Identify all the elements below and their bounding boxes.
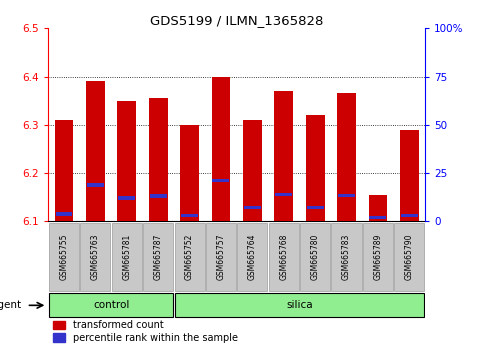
Bar [150,194,167,198]
Text: GSM665783: GSM665783 [342,233,351,280]
FancyBboxPatch shape [300,223,330,291]
Text: GSM665787: GSM665787 [154,233,163,280]
Bar [307,206,324,210]
Bar [306,115,325,221]
Bar [338,194,355,198]
Text: GSM665764: GSM665764 [248,233,257,280]
Title: GDS5199 / ILMN_1365828: GDS5199 / ILMN_1365828 [150,14,323,27]
Bar [401,214,418,217]
Text: GSM665752: GSM665752 [185,233,194,280]
FancyBboxPatch shape [363,223,393,291]
Bar [337,93,356,221]
Legend: transformed count, percentile rank within the sample: transformed count, percentile rank withi… [53,320,238,343]
Bar [243,120,262,221]
Bar [275,193,292,196]
Bar [56,212,72,216]
FancyBboxPatch shape [112,223,142,291]
FancyBboxPatch shape [269,223,299,291]
Bar [181,214,198,217]
Text: silica: silica [286,300,313,310]
FancyBboxPatch shape [174,293,425,317]
Bar [118,196,135,200]
Bar [86,81,105,221]
Bar [213,178,229,182]
FancyBboxPatch shape [174,223,205,291]
Text: GSM665780: GSM665780 [311,233,320,280]
Text: GSM665757: GSM665757 [216,233,226,280]
Text: GSM665789: GSM665789 [373,233,383,280]
Bar [274,91,293,221]
Text: control: control [93,300,129,310]
Bar [87,183,104,187]
Text: GSM665763: GSM665763 [91,233,100,280]
Bar [55,120,73,221]
FancyBboxPatch shape [394,223,425,291]
Bar [180,125,199,221]
Bar [400,130,419,221]
FancyBboxPatch shape [331,223,362,291]
Bar [369,195,387,221]
Bar [369,216,386,219]
Text: agent: agent [0,300,22,310]
FancyBboxPatch shape [49,293,173,317]
Bar [212,76,230,221]
Bar [149,98,168,221]
Text: GSM665768: GSM665768 [279,233,288,280]
Text: GSM665755: GSM665755 [59,233,69,280]
Bar [244,206,261,210]
FancyBboxPatch shape [237,223,268,291]
FancyBboxPatch shape [206,223,236,291]
Bar [117,101,136,221]
Text: GSM665781: GSM665781 [122,234,131,280]
FancyBboxPatch shape [80,223,111,291]
Text: GSM665790: GSM665790 [405,233,414,280]
FancyBboxPatch shape [49,223,79,291]
FancyBboxPatch shape [143,223,173,291]
